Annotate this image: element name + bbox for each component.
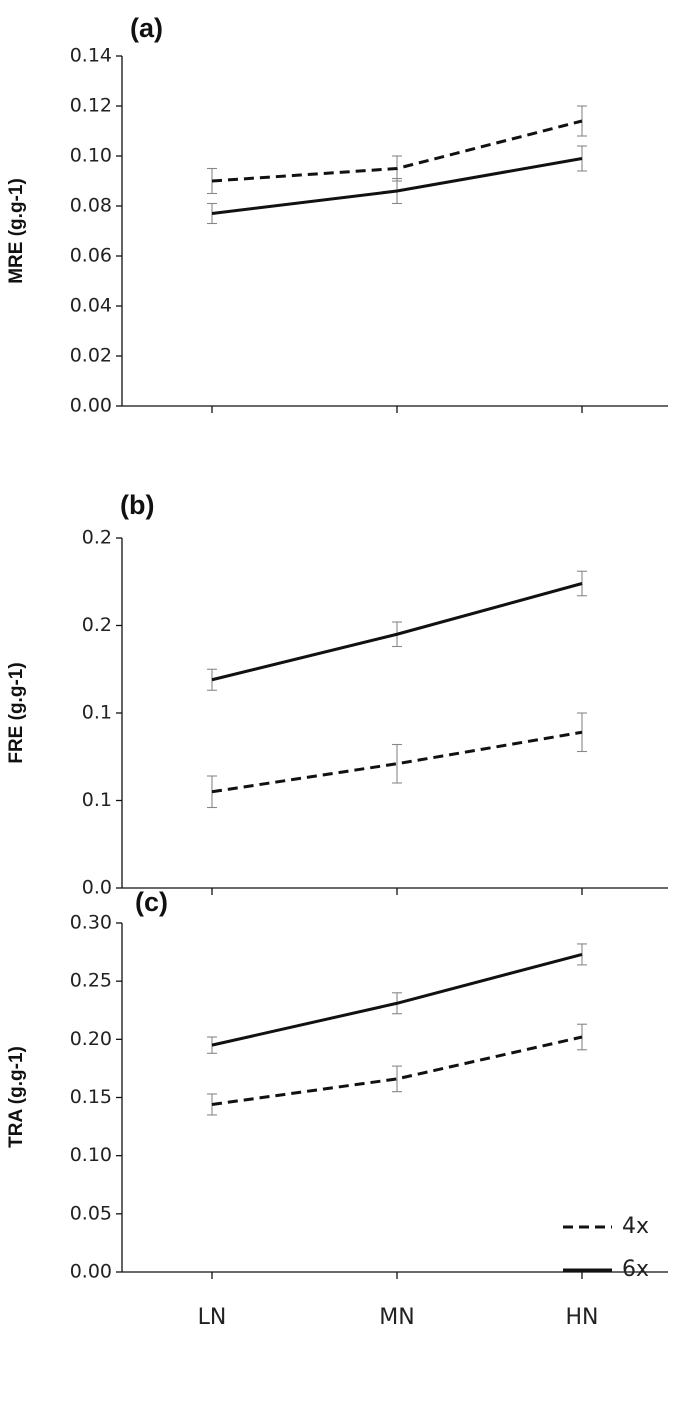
y-tick-label: 0.1 — [82, 702, 112, 724]
y-tick-label: 0.00 — [70, 1261, 112, 1283]
series-4x — [207, 1023, 587, 1116]
panel-letter: (c) — [135, 887, 168, 917]
y-tick-label: 0.06 — [70, 245, 112, 267]
chart-panel-1: (a) MRE (g.g-1) 0.00 0.02 0.04 0.06 0.08 0.10 0.… — [6, 13, 668, 417]
series-line-6x — [211, 582, 583, 682]
series-line-4x — [211, 1035, 583, 1106]
y-axis-label: TRA (g.g-1) — [6, 1046, 27, 1148]
y-tick-label: 0.10 — [70, 1144, 112, 1166]
x-tick-label-ln: LN — [198, 1305, 227, 1330]
y-tick-label: 0.15 — [70, 1086, 112, 1108]
chart-panel-3: (c) TRA (g.g-1) 0.00 0.05 0.10 0.15 0.20 0.25 0.… — [6, 887, 668, 1330]
y-tick-label: 0.30 — [70, 912, 112, 934]
series-line-4x — [211, 119, 583, 183]
series-line-6x — [211, 157, 583, 215]
series-4x — [207, 712, 587, 809]
legend: 4x 6x — [563, 1214, 649, 1282]
y-axis-label: MRE (g.g-1) — [6, 178, 27, 284]
series-6x — [207, 570, 587, 691]
y-tick-label: 0.10 — [70, 145, 112, 167]
x-tick-label-hn: HN — [566, 1305, 599, 1330]
series-line-4x — [211, 730, 583, 794]
series-6x — [207, 145, 587, 225]
series-line-6x — [211, 952, 583, 1047]
legend-label-6x: 6x — [622, 1257, 649, 1282]
y-tick-label: 0.00 — [70, 395, 112, 417]
y-axis-label: FRE (g.g-1) — [6, 662, 27, 763]
y-tick-label: 0.04 — [70, 295, 112, 317]
panel-letter: (a) — [130, 13, 163, 43]
y-tick-label: 0.14 — [70, 45, 112, 67]
y-tick-label: 0.2 — [82, 527, 112, 549]
panel-letter: (b) — [120, 490, 154, 520]
y-tick-label: 0.25 — [70, 970, 112, 992]
y-tick-label: 0.2 — [82, 614, 112, 636]
chart-panel-2: (b) FRE (g.g-1) 0.0 0.1 0.1 0.2 0.2 — [6, 490, 668, 899]
y-tick-label: 0.08 — [70, 195, 112, 217]
y-tick-label: 0.12 — [70, 95, 112, 117]
series-6x — [207, 943, 587, 1054]
legend-label-4x: 4x — [622, 1214, 649, 1239]
x-tick-label-mn: MN — [379, 1305, 414, 1330]
y-tick-label: 0.05 — [70, 1202, 112, 1224]
y-tick-label: 0.1 — [82, 789, 112, 811]
series-4x — [207, 105, 587, 195]
y-tick-label: 0.20 — [70, 1028, 112, 1050]
y-tick-label: 0.0 — [82, 877, 112, 899]
y-tick-label: 0.02 — [70, 345, 112, 367]
